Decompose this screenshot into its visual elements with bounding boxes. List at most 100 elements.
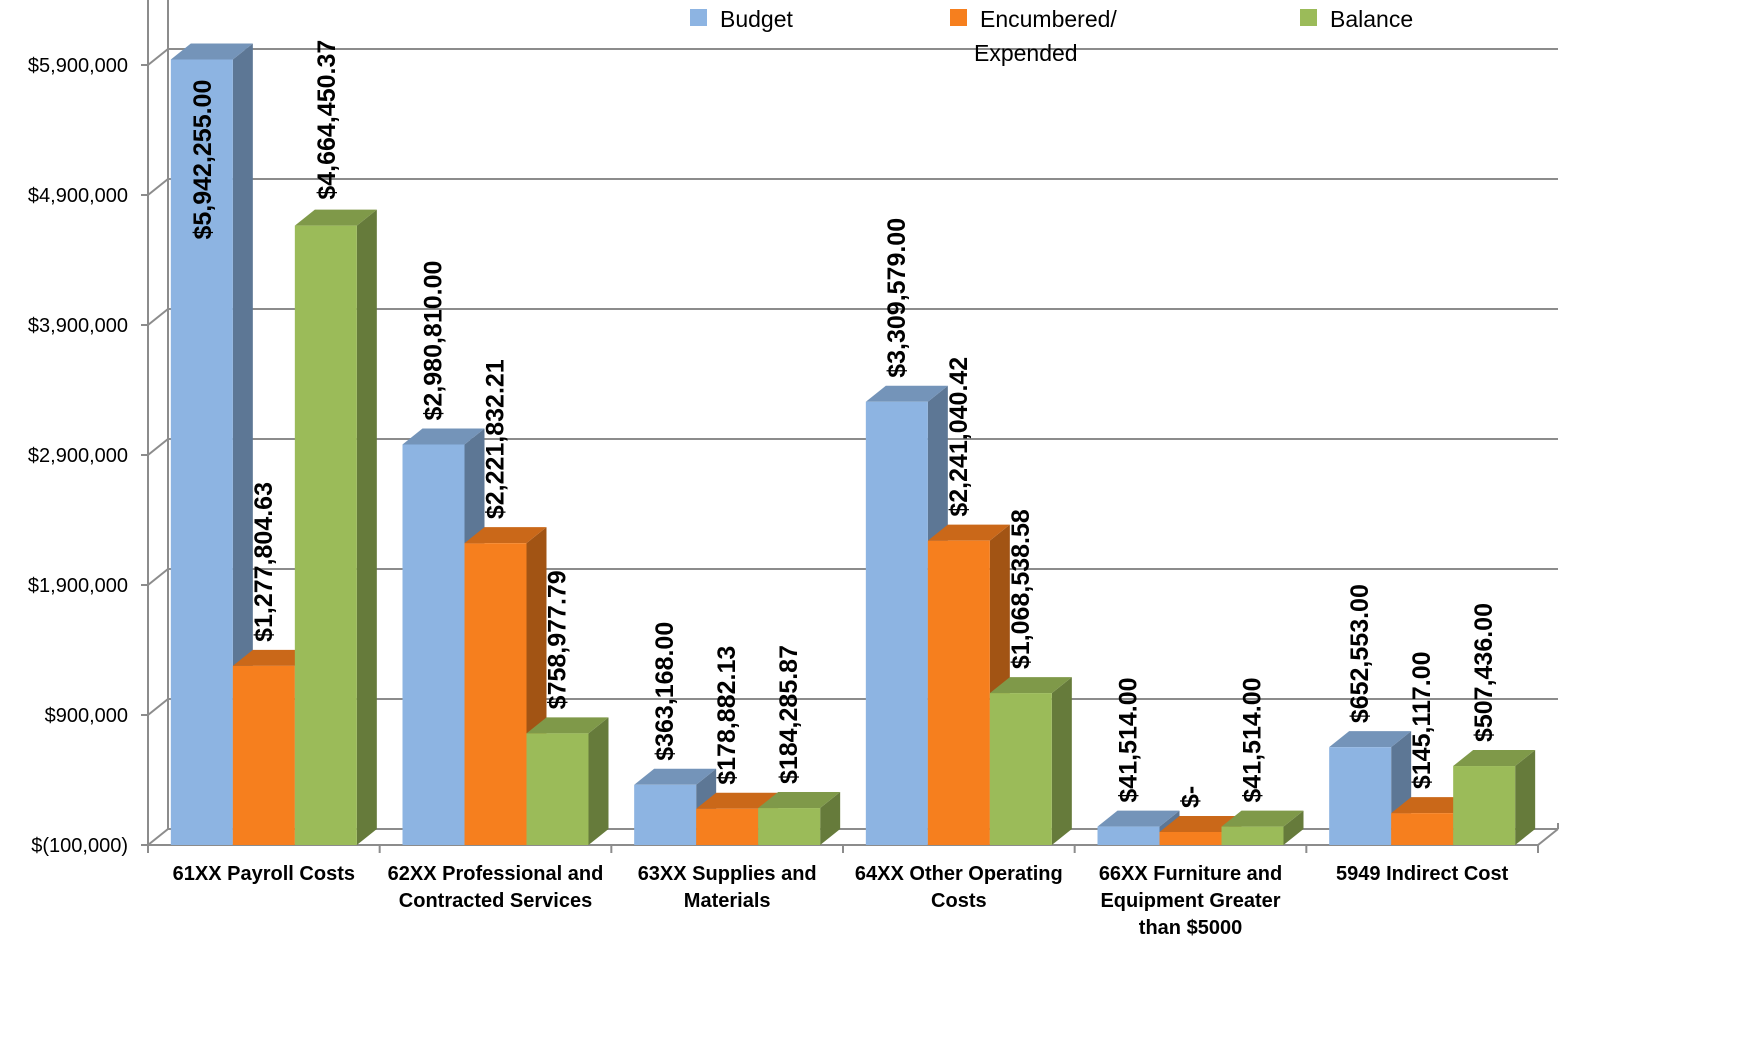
bar-side <box>588 717 609 845</box>
x-category-label: 66XX Furniture and Equipment Greater than … <box>1099 863 1282 939</box>
bar-top <box>170 43 253 60</box>
x-category-label: 5949 Indirect Cost <box>1336 863 1509 885</box>
gridline-side <box>147 438 169 456</box>
bar-front <box>294 225 357 845</box>
gridline-side <box>147 568 169 586</box>
bar-front <box>1329 747 1392 845</box>
bar <box>634 768 717 845</box>
bar-top <box>927 524 1010 541</box>
data-label: $184,285.87 <box>775 645 803 784</box>
y-tick-label: $(100,000) <box>31 835 128 857</box>
bar-side <box>1051 677 1072 845</box>
y-tick-label: $1,900,000 <box>28 575 128 597</box>
bar-front <box>1391 813 1454 845</box>
bar-front <box>634 784 697 845</box>
bars <box>170 43 1536 846</box>
bar-front <box>526 733 589 845</box>
legend-swatch <box>1300 9 1317 26</box>
bar-top <box>464 527 547 544</box>
bar-side <box>1515 750 1536 845</box>
axes: $(100,000) $900,000 $1,900,000 $2,900,000 $3… <box>28 0 1559 939</box>
bar <box>170 43 253 846</box>
legend: Budget Encumbered/Expended Balance <box>690 6 1413 66</box>
bar-top <box>1329 731 1412 748</box>
bar-side <box>356 209 377 845</box>
bar <box>294 209 377 845</box>
bar <box>1221 810 1304 845</box>
gridline-side <box>147 48 169 66</box>
x-category-label: 64XX Other Operating Costs <box>855 863 1063 912</box>
gridline-side <box>147 178 169 196</box>
legend-swatch <box>690 9 707 26</box>
data-label: $1,277,804.63 <box>250 482 278 642</box>
data-label: $1,068,538.58 <box>1007 509 1035 669</box>
bar-front <box>1453 766 1516 845</box>
bar-top <box>865 385 948 402</box>
bar <box>989 677 1072 845</box>
x-category-label: 61XX Payroll Costs <box>173 863 355 885</box>
x-category-label: 63XX Supplies and Materials <box>638 863 817 912</box>
bar-front <box>927 540 990 845</box>
bar <box>1329 731 1412 845</box>
legend-label: Budget <box>720 6 794 32</box>
bar-front <box>758 808 821 845</box>
legend-swatch <box>950 9 967 26</box>
gridline-side <box>147 828 169 846</box>
data-label: $41,514.00 <box>1239 677 1267 802</box>
data-label: $178,882.13 <box>713 646 741 785</box>
bar-side <box>820 792 841 845</box>
data-label: $2,980,810.00 <box>420 261 448 421</box>
legend-item: Encumbered/Expended <box>950 6 1117 66</box>
bar-top <box>1391 797 1474 814</box>
bar-side <box>232 43 253 846</box>
y-tick-label: $3,900,000 <box>28 315 128 337</box>
bar-top <box>634 768 717 785</box>
bar-front <box>1097 826 1160 845</box>
bar-top <box>232 649 315 666</box>
bar-front <box>696 808 759 845</box>
bar-front <box>989 693 1052 845</box>
bar-front <box>402 444 465 845</box>
bar-top <box>1097 810 1180 827</box>
bar-front <box>170 59 233 846</box>
bar-top <box>294 209 377 226</box>
data-label: $363,168.00 <box>651 622 679 761</box>
data-label: $145,117.00 <box>1408 651 1436 789</box>
data-label: $- <box>1177 786 1205 808</box>
bar-top <box>1159 816 1242 832</box>
data-label: $2,241,040.42 <box>945 357 973 517</box>
data-label: $5,942,255.00 <box>189 80 217 240</box>
data-labels: $5,942,255.00 $2,980,810.00 $363,168.00 $3,… <box>189 40 1498 808</box>
bar <box>758 792 841 845</box>
data-label: $758,977.79 <box>544 570 572 709</box>
bar-front <box>464 543 527 845</box>
bar <box>1453 750 1536 845</box>
gridline-side <box>147 698 169 716</box>
data-label: $3,309,579.00 <box>883 218 911 378</box>
data-label: $507,436.00 <box>1470 603 1498 742</box>
bar-top <box>696 792 779 809</box>
bar-top <box>1221 810 1304 827</box>
bar-front <box>1159 832 1222 845</box>
bar-side <box>1283 810 1304 845</box>
legend-item: Balance <box>1300 6 1413 32</box>
data-label: $41,514.00 <box>1115 677 1143 802</box>
legend-label: Encumbered/Expended <box>974 6 1117 66</box>
gridlines <box>147 48 1558 846</box>
x-category-label: 62XX Professional and Contracted Services <box>388 863 604 912</box>
y-tick-label: $2,900,000 <box>28 445 128 467</box>
legend-item: Budget <box>690 6 794 32</box>
data-label: $652,553.00 <box>1346 584 1374 723</box>
bar-top <box>1453 750 1536 767</box>
legend-label: Balance <box>1330 6 1413 32</box>
bar-top <box>758 792 841 809</box>
bar-front <box>232 665 295 845</box>
bar-top <box>526 717 609 734</box>
bar-front <box>865 401 928 845</box>
y-tick-label: $900,000 <box>45 705 128 727</box>
y-tick-label: $5,900,000 <box>28 55 128 77</box>
bar-top <box>989 677 1072 694</box>
data-label: $4,664,450.37 <box>313 40 341 200</box>
